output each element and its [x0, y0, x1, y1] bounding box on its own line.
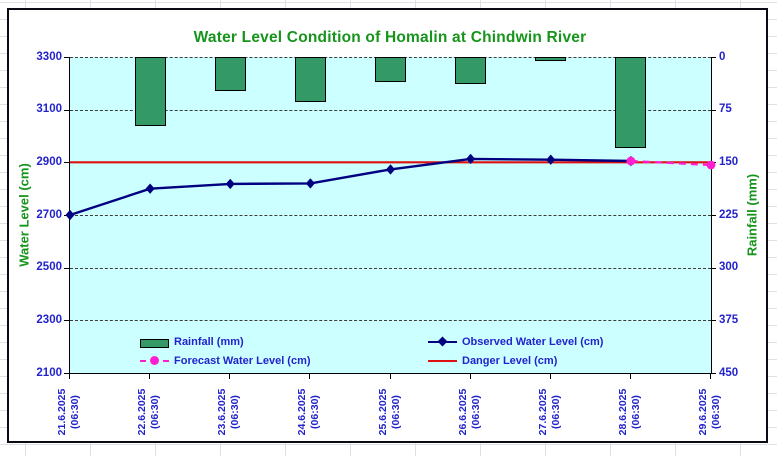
forecast-line — [630, 159, 712, 167]
rainfall-bar — [455, 57, 487, 84]
legend-item-danger: Danger Level (cm) — [428, 354, 557, 368]
water-level-tick-label: 2100 — [36, 366, 62, 379]
observed-marker-diamond — [145, 183, 155, 194]
x-axis-label: 24.6.2025 (06:30) — [296, 380, 322, 444]
rainfall-tick-label: 75 — [719, 103, 732, 116]
forecast-marker-circle — [626, 156, 636, 166]
rainfall-bar — [535, 57, 567, 62]
water-level-tick-label: 2900 — [36, 155, 62, 168]
gridline — [70, 267, 711, 269]
rainfall-tick-label: 300 — [719, 261, 739, 274]
observed-marker-diamond — [65, 209, 75, 221]
x-axis-label: 27.6.2025 (06:30) — [537, 380, 563, 444]
chart-title: Water Level Condition of Homalin at Chin… — [193, 29, 587, 46]
water-level-chart: Water Level Condition of Homalin at Chin… — [7, 8, 768, 443]
observed-marker-diamond — [305, 178, 315, 189]
right-axis-tick — [711, 57, 716, 58]
legend-item-forecast: Forecast Water Level (cm) — [140, 354, 311, 368]
rainfall-tick-label: 375 — [719, 313, 739, 326]
x-axis-tick — [549, 374, 551, 379]
rainfall-bar — [294, 57, 326, 102]
x-axis-tick — [69, 374, 70, 379]
left-axis-tick — [64, 57, 69, 58]
observed-marker-diamond — [546, 154, 556, 165]
danger-line-swatch-icon — [428, 355, 457, 367]
water-level-tick-label: 3300 — [36, 50, 62, 63]
x-axis-label: 26.6.2025 (06:30) — [457, 380, 483, 444]
legend-item-observed: Observed Water Level (cm) — [428, 335, 603, 349]
x-axis-tick — [309, 374, 311, 379]
legend-label-observed: Observed Water Level (cm) — [462, 336, 604, 348]
x-axis-label-text: 27.6.2025 (06:30) — [536, 388, 562, 436]
water-level-tick-label: 2500 — [36, 261, 62, 274]
forecast-marker-circle — [706, 160, 716, 170]
rainfall-tick-label: 0 — [719, 50, 726, 63]
water-level-tick-label: 3100 — [36, 103, 62, 116]
x-axis-tick — [389, 374, 391, 379]
rainfall-bar — [375, 57, 406, 82]
x-axis-tick — [229, 374, 231, 379]
water-level-tick-label: 2700 — [36, 208, 62, 221]
x-axis-label: 28.6.2025 (06:30) — [617, 380, 643, 444]
x-axis-tick — [629, 374, 631, 379]
x-axis-label: 23.6.2025 (06:30) — [216, 380, 242, 444]
x-axis-label: 29.6.2025 (06:30) — [697, 380, 723, 444]
rainfall-swatch-icon — [140, 336, 169, 348]
rainfall-tick-label: 450 — [719, 366, 739, 379]
rainfall-bar — [134, 57, 166, 126]
observed-marker-diamond — [466, 153, 476, 165]
x-axis-label-text: 29.6.2025 (06:30) — [697, 388, 722, 436]
legend-item-rainfall: Rainfall (mm) — [140, 335, 244, 349]
right-axis-tick — [711, 320, 716, 322]
x-axis-label: 22.6.2025 (06:30) — [136, 380, 162, 444]
x-axis-label-text: 28.6.2025 (06:30) — [616, 388, 642, 436]
x-axis-label-text: 26.6.2025 (06:30) — [456, 388, 482, 436]
x-axis-label-text: 25.6.2025 (06:30) — [376, 388, 402, 436]
rainfall-tick-label: 150 — [719, 155, 739, 168]
x-axis-label-text: 22.6.2025 (06:30) — [136, 388, 162, 436]
x-axis-label-text: 23.6.2025 (06:30) — [216, 388, 242, 436]
water-level-tick-label: 2300 — [36, 313, 62, 326]
right-axis-tick — [711, 267, 716, 269]
left-axis-tick — [64, 373, 69, 374]
gridline — [70, 109, 711, 111]
right-axis-tick — [711, 215, 716, 216]
chart-canvas — [65, 153, 716, 221]
x-axis-label: 21.6.2025 (06:30) — [56, 380, 82, 444]
x-axis-label-text: 21.6.2025 (06:30) — [56, 388, 81, 436]
left-axis-tick — [64, 162, 69, 164]
right-axis-tick — [711, 373, 716, 374]
observed-marker-diamond — [386, 164, 395, 175]
legend-label-danger: Danger Level (cm) — [462, 355, 558, 367]
left-axis-tick — [64, 267, 69, 269]
observed-line — [69, 157, 631, 217]
rainfall-bar — [615, 57, 647, 149]
x-axis-tick — [710, 374, 711, 379]
x-axis-label: 25.6.2025 (06:30) — [377, 380, 403, 444]
left-axis-tick — [64, 320, 69, 322]
x-axis-tick — [149, 374, 151, 379]
gridline — [70, 320, 711, 322]
x-axis-label-text: 24.6.2025 (06:30) — [296, 388, 322, 436]
x-axis-tick — [469, 374, 471, 379]
rainfall-bar — [214, 57, 246, 92]
forecast-line-swatch-icon — [140, 355, 169, 367]
legend-label-rainfall: Rainfall (mm) — [174, 336, 244, 348]
observed-line-swatch-icon — [428, 336, 457, 348]
right-axis-tick — [711, 109, 716, 111]
rainfall-tick-label: 225 — [719, 208, 739, 221]
plot-area — [65, 57, 716, 374]
left-axis-tick — [64, 109, 69, 111]
observed-marker-diamond — [225, 178, 235, 190]
gridline — [70, 215, 711, 216]
legend-label-forecast: Forecast Water Level (cm) — [174, 355, 311, 367]
